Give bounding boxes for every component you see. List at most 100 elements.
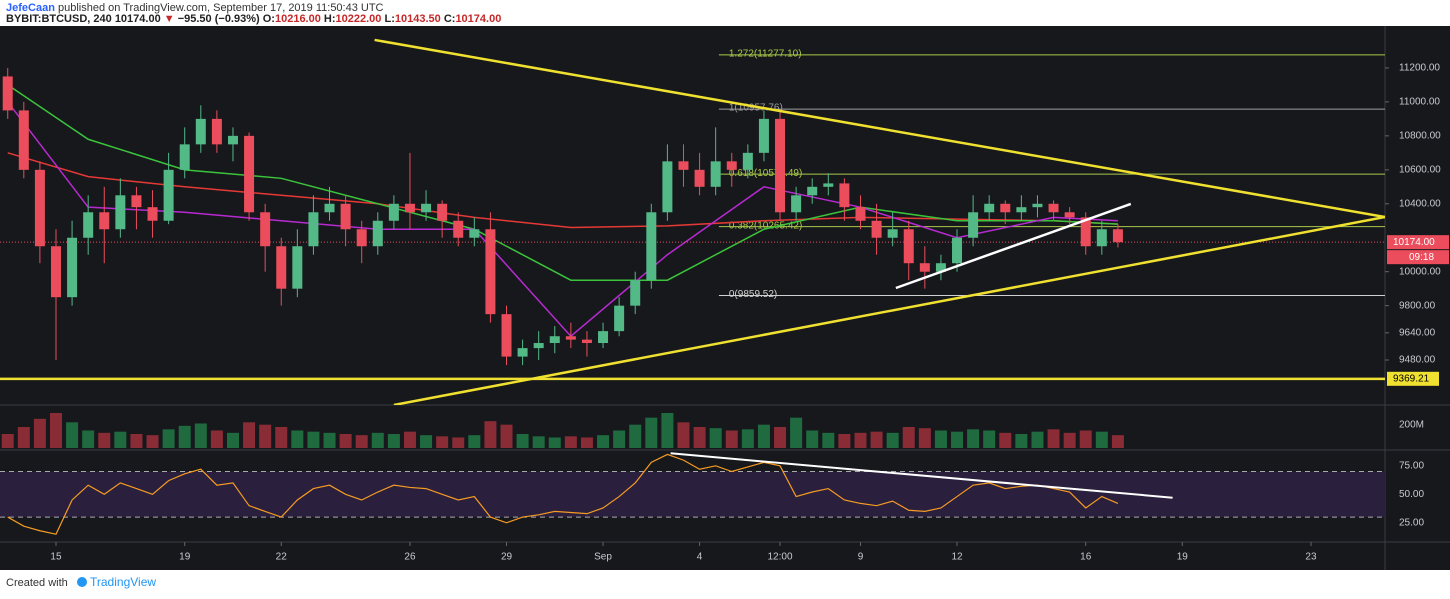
candle-body (356, 229, 367, 247)
fib-label: 0(9859.52) (729, 289, 777, 300)
volume-bar (597, 435, 610, 448)
candle-body (308, 212, 319, 247)
last-price-tag (1387, 235, 1449, 250)
published: published on TradingView.com, September … (58, 2, 384, 14)
support-tag (1387, 371, 1439, 386)
volume-bar (516, 434, 529, 448)
candle-body (678, 161, 689, 170)
arrow: ▼ (164, 13, 175, 25)
volume-bar (98, 432, 111, 448)
candle-body (18, 110, 29, 170)
candle-body (517, 348, 528, 357)
rsi-panel (0, 452, 1385, 535)
volume-bar (387, 434, 400, 448)
volume-bar (452, 437, 465, 448)
change: −95.50 (−0.93%) (178, 13, 260, 25)
y-tick-label: 10800.00 (1399, 131, 1441, 142)
candle-body (581, 339, 592, 344)
candle-body (710, 161, 721, 187)
candle-body (1064, 212, 1075, 218)
y-tick-label: 10000.00 (1399, 266, 1441, 277)
volume-bar (371, 432, 384, 448)
candle-body (565, 336, 576, 340)
rsi-tick-label: 75.00 (1399, 460, 1424, 471)
volume-bar (1095, 431, 1108, 448)
candle-body (99, 212, 110, 230)
x-tick-label: Sep (594, 552, 612, 563)
candle-body (2, 76, 13, 111)
candle-body (437, 203, 448, 221)
candle-body (227, 135, 238, 145)
footer-brand: TradingView (90, 575, 156, 589)
candle-body (421, 203, 432, 213)
candle-body (1080, 217, 1091, 247)
symbol: BYBIT:BTCUSD, 240 (6, 13, 112, 25)
fib-label: 0.382(10265.42) (729, 220, 802, 231)
volume-bar (66, 422, 79, 448)
candle-body (919, 263, 930, 272)
trendline (393, 215, 1385, 405)
volume-bar (693, 427, 706, 448)
volume-bar (468, 435, 481, 448)
volume-bar (1047, 429, 1060, 448)
volume-bar (17, 427, 30, 448)
volume-bar (757, 424, 770, 448)
volume-tick-label: 200M (1399, 419, 1424, 430)
volume-bar (902, 427, 915, 448)
candle-body (839, 183, 850, 208)
candle-body (903, 229, 914, 264)
volume-bar (210, 430, 223, 448)
candle-body (968, 212, 979, 238)
fib-label: 1(10957.76) (729, 103, 783, 114)
fib-label: 0.618(10574.49) (729, 168, 802, 179)
candle-body (1016, 207, 1027, 213)
candle-body (340, 203, 351, 230)
candle-body (469, 229, 480, 238)
trendline (895, 202, 1132, 290)
candle-body (791, 195, 802, 213)
volume-bar (951, 431, 964, 448)
volume-bar (1015, 434, 1028, 448)
x-tick-label: 29 (501, 552, 513, 563)
volume-bar (613, 430, 626, 448)
candle-body (758, 118, 769, 153)
volume-bar (532, 436, 545, 448)
author: JefeCaan (6, 2, 55, 14)
volume-bar (999, 432, 1012, 448)
volume-bar (886, 432, 899, 448)
footer-created: Created with (6, 577, 68, 589)
volume-bar (114, 431, 127, 448)
last-price-label: 10174.00 (1393, 237, 1435, 248)
fib-label: 1.272(11277.10) (729, 48, 802, 59)
y-tick-label: 9480.00 (1399, 355, 1436, 366)
candle-body (887, 229, 898, 238)
symbol-line: BYBIT:BTCUSD, 240 10174.00 ▼ −95.50 (−0.… (6, 13, 501, 25)
volume-bar (259, 424, 272, 448)
volume-bar (403, 431, 416, 448)
candle-body (662, 161, 673, 213)
x-tick-label: 15 (50, 552, 62, 563)
y-tick-label: 10600.00 (1399, 164, 1441, 175)
header-line: JefeCaan published on TradingView.com, S… (6, 2, 384, 14)
candle-body (1096, 229, 1107, 247)
candle-body (83, 212, 94, 238)
volume-bar (918, 428, 931, 448)
volume-bar (1079, 430, 1092, 448)
h-label: H: (324, 13, 336, 25)
candle-body (50, 246, 61, 298)
candle-body (115, 195, 126, 230)
volume-bar (243, 422, 256, 448)
axes: 9480.00 9640.00 9800.00 10000.00 10400.00 106… (50, 63, 1449, 563)
volume-bar (709, 428, 722, 448)
volume-bar (1063, 432, 1076, 448)
candle-body (260, 212, 271, 247)
candle-body (179, 144, 190, 170)
x-tick-label: 22 (276, 552, 288, 563)
candle-body (388, 203, 399, 221)
x-tick-label: 12 (951, 552, 963, 563)
c: 10174.00 (455, 13, 501, 25)
candle-body (646, 212, 657, 281)
volume-bar (291, 430, 304, 448)
h: 10222.00 (336, 13, 382, 25)
candle-body (501, 314, 512, 357)
